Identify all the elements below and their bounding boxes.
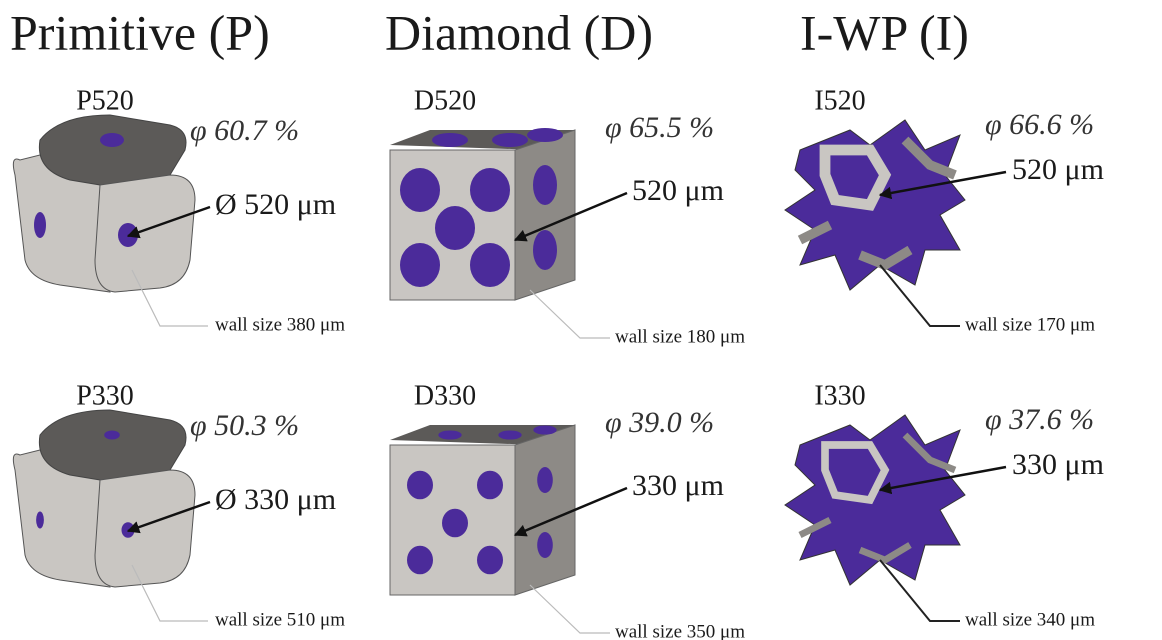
cell-label: D520 (414, 85, 476, 116)
wall (819, 144, 892, 211)
structure (12, 409, 196, 588)
wall (798, 432, 957, 564)
porosity: φ 50.3 % (190, 409, 299, 442)
pore (100, 133, 124, 147)
star-body (784, 414, 966, 586)
cell-label: P330 (76, 380, 134, 411)
wall-size: wall size 180 μm (615, 326, 745, 347)
pore (498, 430, 522, 440)
pore (477, 470, 503, 500)
pore-size: 330 μm (1012, 448, 1104, 481)
wall-leader (131, 564, 208, 622)
porosity: φ 66.6 % (985, 108, 1094, 141)
cube-face-top (38, 114, 187, 191)
wall-size: wall size 340 μm (965, 609, 1095, 630)
structure (389, 424, 576, 596)
porosity: φ 60.7 % (190, 114, 299, 147)
pore (400, 243, 440, 287)
pore (533, 230, 557, 270)
wall (797, 136, 957, 271)
cube-face-right (94, 469, 196, 588)
pore (477, 545, 503, 575)
wall-leader (879, 559, 960, 622)
wall-size: wall size 380 μm (215, 314, 345, 335)
pore (407, 545, 433, 575)
column-title: I-WP (I) (800, 4, 969, 60)
porosity: φ 39.0 % (605, 406, 714, 439)
cube-face-side (514, 129, 576, 301)
pore-arrow (513, 191, 628, 242)
porosity: φ 65.5 % (605, 111, 714, 144)
wall-size: wall size 350 μm (615, 621, 745, 640)
structure (784, 414, 966, 586)
pore (533, 425, 557, 435)
structure (784, 119, 966, 291)
pore (527, 128, 563, 142)
pore (442, 508, 468, 538)
pore-size: 520 μm (632, 174, 724, 207)
pore (435, 206, 475, 250)
pore-arrow (878, 170, 1007, 200)
pore (407, 470, 433, 500)
pore-size: Ø 330 μm (215, 483, 336, 516)
cell-label: D330 (414, 380, 476, 411)
wall-leader (131, 269, 208, 327)
cube-face-top (38, 409, 187, 486)
wall-leader (529, 584, 610, 634)
pore-size: Ø 520 μm (215, 188, 336, 221)
pore-arrow (126, 500, 211, 534)
cube-face-side (514, 424, 576, 596)
pore-arrow (126, 205, 211, 239)
wall-size: wall size 170 μm (965, 314, 1095, 335)
column-title: Diamond (D) (385, 4, 653, 60)
structure (389, 128, 576, 301)
pore (432, 133, 468, 147)
wall-leader (879, 264, 960, 327)
pore (34, 212, 46, 238)
pore-size: 330 μm (632, 469, 724, 502)
pore-arrow (878, 465, 1007, 495)
column-title: Primitive (P) (10, 4, 270, 60)
cell-label: I520 (814, 85, 865, 116)
pore (537, 467, 553, 493)
cell-label: P520 (76, 85, 134, 116)
porosity: φ 37.6 % (985, 403, 1094, 436)
pore (400, 168, 440, 212)
pore (492, 133, 528, 147)
pore (537, 532, 553, 558)
pore (470, 168, 510, 212)
pore-size: 520 μm (1012, 153, 1104, 186)
pore (104, 430, 120, 440)
pore (438, 430, 462, 440)
pore (470, 243, 510, 287)
pore-arrow (513, 486, 628, 537)
wall (821, 441, 890, 505)
pore (36, 511, 44, 529)
cube-face-right (94, 174, 196, 293)
wall-size: wall size 510 μm (215, 609, 345, 630)
structure (12, 114, 196, 293)
wall-leader (529, 289, 610, 339)
cell-label: I330 (814, 380, 865, 411)
pore (533, 165, 557, 205)
